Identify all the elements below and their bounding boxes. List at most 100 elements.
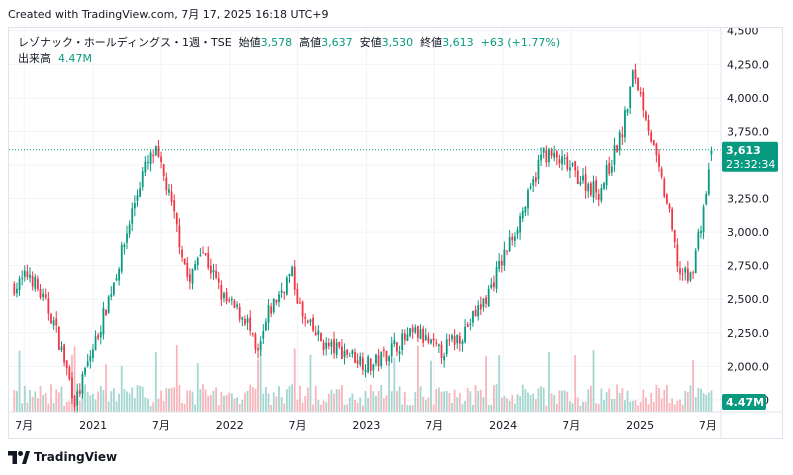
volume-bar	[563, 390, 566, 412]
volume-bar	[244, 392, 246, 412]
candle-body	[563, 158, 566, 160]
candle-body	[348, 355, 351, 357]
candle-body	[136, 195, 139, 201]
price-tags: 3,613 23:32:34 4.47M	[722, 141, 778, 410]
candle-body	[437, 344, 440, 347]
candle-body	[97, 335, 100, 339]
candle-body	[55, 318, 58, 326]
x-tick-label: 7月	[699, 419, 717, 432]
volume-bar	[652, 401, 655, 412]
volume-bar	[600, 388, 603, 412]
candlestick-chart[interactable]: 1,750.02,000.02,250.02,500.02,750.03,000…	[9, 28, 782, 438]
volume-bar	[123, 388, 126, 412]
volume-bar	[293, 348, 296, 412]
volume-bar	[390, 391, 393, 412]
volume-bar	[608, 388, 611, 412]
candle-body	[479, 304, 482, 310]
candle-body	[94, 336, 97, 351]
candle-body	[652, 140, 655, 146]
volume-bar	[574, 355, 577, 412]
volume-bar	[645, 397, 647, 412]
y-tick-label: 3,000.0	[727, 226, 769, 239]
y-tick-label: 3,750.0	[727, 125, 769, 138]
price-axis[interactable]: 1,750.02,000.02,250.02,500.02,750.03,000…	[720, 28, 769, 438]
tradingview-logo[interactable]: TradingView	[8, 450, 117, 464]
y-tick-label: 3,250.0	[727, 193, 769, 206]
volume-bar	[681, 404, 684, 412]
candle-body	[92, 349, 94, 358]
candle-body	[576, 170, 579, 185]
volume-bar	[361, 405, 364, 412]
candle-body	[663, 179, 666, 197]
volume-bar	[427, 397, 430, 412]
candle-body	[700, 230, 702, 234]
candle-body	[204, 253, 207, 255]
candle-body	[482, 298, 485, 308]
volume-bar	[624, 400, 626, 412]
y-tick-label: 4,000.0	[727, 92, 769, 105]
candle-body	[26, 271, 29, 278]
volume-bar	[175, 344, 178, 412]
volume-bar	[270, 404, 273, 412]
y-tick-label: 4,500	[727, 28, 759, 38]
volume-bar	[548, 352, 550, 412]
candle-body	[343, 350, 346, 358]
volume-bar	[671, 398, 674, 412]
bar-countdown: 23:32:34	[726, 158, 775, 171]
volume-bar	[288, 385, 291, 412]
candle-body	[566, 156, 569, 170]
candle-body	[71, 377, 73, 399]
candle-body	[351, 349, 354, 355]
volume-bar	[325, 402, 328, 412]
candle-body	[341, 346, 343, 360]
candle-body	[251, 333, 254, 335]
y-tick-label: 2,750.0	[727, 260, 769, 273]
volume-bar	[73, 346, 76, 412]
candle-body	[131, 208, 134, 224]
open-value: 3,578	[260, 36, 293, 49]
candle-body	[561, 156, 563, 165]
volume-bar	[338, 389, 341, 412]
candle-body	[466, 324, 469, 327]
volume-bar	[508, 400, 511, 412]
candle-body	[102, 307, 105, 335]
candle-body	[689, 272, 692, 281]
volume-bar	[605, 392, 608, 412]
candle-body	[456, 334, 459, 344]
candle-body	[170, 191, 173, 202]
candle-body	[68, 367, 71, 380]
candle-body	[63, 344, 66, 363]
chart-area[interactable]: 1,750.02,000.02,250.02,500.02,750.03,000…	[8, 27, 783, 439]
volume-bar	[99, 385, 102, 412]
candle-body	[529, 186, 532, 189]
volume-bar	[477, 390, 480, 412]
volume-bar	[432, 404, 435, 412]
volume-bar	[165, 388, 168, 412]
volume-bar	[94, 399, 97, 412]
candle-body	[445, 339, 448, 355]
candle-body	[527, 190, 529, 209]
volume-bar	[55, 389, 58, 412]
volume-bar	[354, 399, 356, 412]
volume-bar	[196, 363, 199, 412]
volume-bar	[553, 395, 556, 412]
candle-body	[589, 183, 592, 195]
volume-bar	[506, 398, 508, 412]
candle-body	[679, 268, 681, 274]
volume-bar	[500, 397, 503, 412]
candle-body	[364, 369, 367, 372]
volume-bar	[181, 402, 183, 412]
volume-bar	[403, 391, 406, 412]
x-tick-label: 2025	[626, 419, 654, 432]
volume-bar	[102, 390, 105, 412]
volume-bar	[278, 386, 280, 412]
time-axis[interactable]: 7月 2021 7月 2022 7月 2023 7月 2024 7月 2025 7月	[9, 411, 782, 432]
volume-bar	[647, 404, 650, 412]
volume-bar	[170, 387, 173, 412]
volume-bar	[414, 391, 417, 412]
volume-bar	[97, 391, 100, 412]
low-label: 安値	[359, 36, 382, 49]
volume-bar	[147, 398, 149, 412]
volume-bar	[31, 396, 34, 412]
candle-body	[330, 341, 333, 347]
